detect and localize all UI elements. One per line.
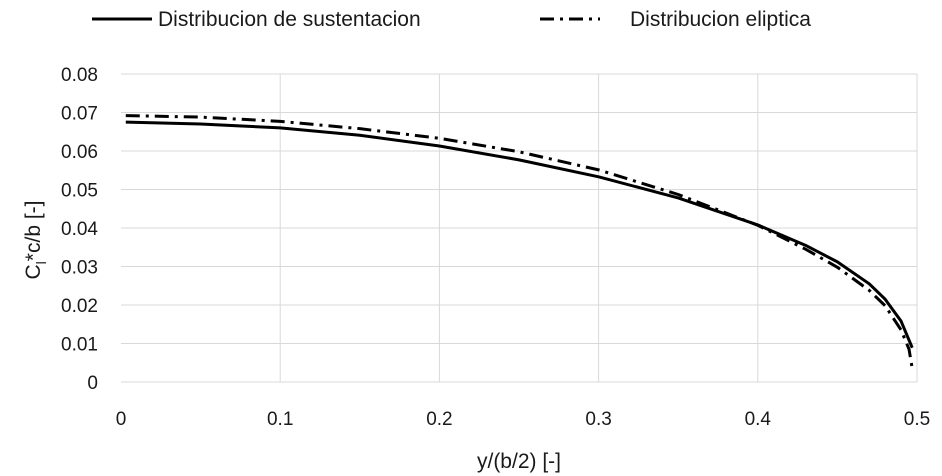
- x-tick-label: 0.3: [585, 409, 611, 430]
- legend-label-lift: Distribucion de sustentacion: [158, 8, 421, 31]
- y-tick-label: 0.02: [61, 296, 98, 317]
- plot-series: [125, 114, 914, 369]
- gridlines: [121, 73, 918, 382]
- x-axis-title: y/(b/2) [-]: [477, 450, 561, 473]
- y-axis-title-main: C: [22, 264, 45, 279]
- legend-label-elliptic: Distribucion eliptica: [630, 8, 811, 31]
- series-line-elliptic: [125, 114, 914, 369]
- x-tick-label: 0: [116, 409, 127, 430]
- y-tick-label: 0.04: [61, 219, 98, 240]
- x-tick-label: 0.5: [904, 409, 930, 430]
- y-axis-title: Cl*c/b [-]: [22, 201, 49, 280]
- y-tick-label: 0.07: [61, 104, 98, 125]
- y-axis-title-subscript: l: [33, 261, 49, 264]
- x-tick-label: 0.4: [745, 409, 772, 430]
- series-line-lift: [125, 120, 914, 349]
- y-tick-label: 0: [87, 373, 98, 394]
- y-tick-label: 0.05: [61, 181, 98, 202]
- y-axis-title-rest: *c/b [-]: [22, 201, 45, 262]
- x-tick-label: 0.1: [267, 409, 293, 430]
- y-tick-label: 0.03: [61, 258, 98, 279]
- y-tick-labels: 0 0.01 0.02 0.03 0.04 0.05 0.06 0.07 0.08: [61, 65, 98, 394]
- x-tick-labels: 0 0.1 0.2 0.3 0.4 0.5: [116, 409, 931, 430]
- y-tick-label: 0.08: [61, 65, 98, 86]
- legend: Distribucion de sustentacion Distribucio…: [92, 8, 811, 31]
- y-tick-label: 0.06: [61, 142, 98, 163]
- x-tick-label: 0.2: [426, 409, 452, 430]
- y-tick-label: 0.01: [61, 335, 98, 356]
